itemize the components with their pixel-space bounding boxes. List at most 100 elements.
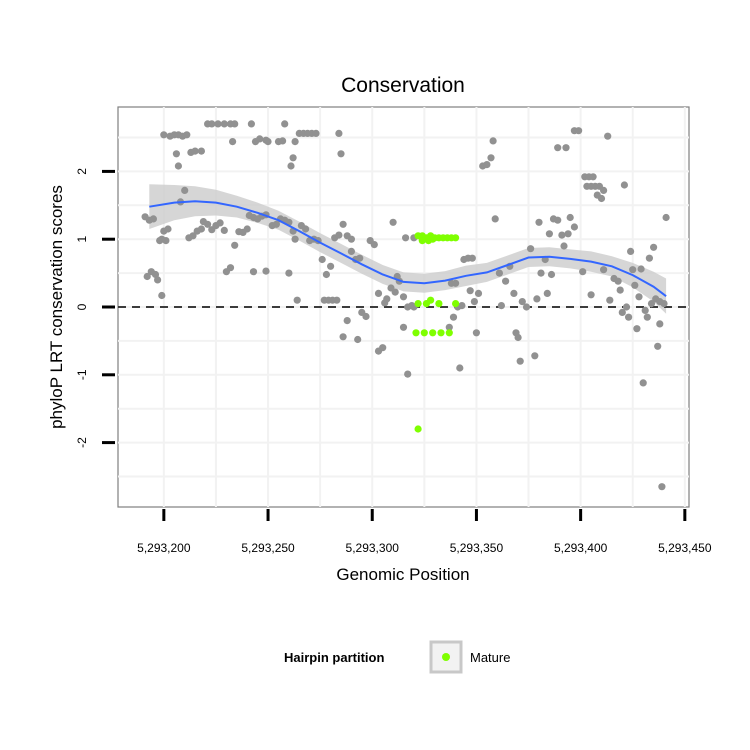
mature-point	[427, 296, 435, 304]
x-tick-label: 5,293,250	[241, 541, 295, 555]
other-point	[527, 245, 535, 253]
other-point	[545, 230, 554, 238]
mature-point	[445, 329, 453, 337]
other-point	[554, 216, 562, 224]
mature-point	[437, 329, 445, 337]
other-point	[154, 276, 162, 284]
other-point	[562, 144, 570, 152]
other-point	[226, 264, 235, 272]
other-point	[160, 131, 168, 139]
other-point	[243, 225, 251, 233]
other-point	[635, 293, 643, 301]
other-point	[650, 243, 658, 251]
other-point	[335, 231, 343, 239]
other-point	[347, 235, 355, 243]
other-point	[656, 320, 664, 328]
other-point	[247, 120, 255, 128]
other-point	[570, 223, 579, 231]
other-point	[543, 289, 551, 297]
other-point	[149, 215, 157, 223]
other-point	[489, 137, 497, 145]
other-point	[262, 267, 270, 275]
other-point	[172, 150, 180, 158]
other-point	[641, 306, 649, 314]
other-point	[606, 296, 614, 304]
other-point	[162, 237, 170, 245]
other-point	[402, 234, 410, 242]
other-point	[216, 219, 224, 227]
other-point	[452, 279, 460, 287]
other-point	[249, 268, 258, 276]
other-point	[449, 313, 458, 321]
other-point	[327, 262, 335, 270]
other-point	[208, 120, 216, 128]
other-point	[474, 289, 483, 297]
other-point	[495, 269, 503, 277]
other-point	[220, 226, 228, 234]
other-point	[291, 235, 299, 243]
other-point	[558, 231, 566, 239]
other-point	[370, 241, 378, 249]
other-point	[537, 269, 545, 277]
y-tick-label: 1	[75, 236, 89, 243]
other-point	[522, 303, 531, 311]
other-point	[510, 289, 518, 297]
other-point	[616, 286, 624, 294]
other-point	[597, 194, 606, 203]
other-point	[404, 370, 412, 378]
other-point	[339, 220, 347, 228]
other-point	[564, 230, 572, 238]
other-point	[620, 181, 629, 189]
other-point	[566, 213, 574, 222]
other-point	[516, 357, 524, 365]
other-point	[627, 247, 635, 255]
other-point	[143, 272, 151, 281]
other-point	[647, 300, 656, 308]
legend-key-dot	[442, 653, 450, 661]
other-point	[197, 147, 205, 155]
other-point	[264, 138, 272, 146]
other-point	[391, 288, 399, 296]
x-axis: 5,293,200 5,293,250 5,293,300 5,293,350 5,29…	[137, 509, 712, 555]
other-point	[466, 287, 474, 295]
other-point	[374, 347, 383, 355]
other-point	[204, 220, 212, 228]
other-point	[514, 333, 522, 342]
other-point	[456, 364, 464, 372]
other-point	[389, 218, 397, 226]
other-point	[337, 150, 345, 158]
mature-point	[452, 300, 460, 308]
other-point	[362, 312, 370, 321]
other-point	[399, 323, 408, 331]
other-point	[579, 268, 587, 276]
mature-point	[435, 300, 443, 308]
mature-point	[412, 329, 420, 337]
x-tick-label: 5,293,350	[450, 541, 504, 555]
other-point	[312, 129, 320, 137]
chart-title: Conservation	[341, 74, 465, 97]
x-tick-label: 5,293,300	[346, 541, 400, 555]
other-point	[629, 266, 637, 274]
other-point	[518, 298, 526, 306]
x-tick-label: 5,293,400	[554, 541, 608, 555]
y-axis-title: phyloP LRT conservation scores	[47, 185, 66, 429]
other-point	[618, 308, 626, 316]
other-point	[575, 127, 583, 135]
other-point	[625, 313, 633, 321]
other-point	[285, 269, 293, 277]
other-point	[197, 225, 205, 233]
other-point	[356, 254, 364, 262]
other-point	[614, 277, 622, 285]
other-point	[587, 291, 595, 299]
other-point	[383, 295, 391, 303]
other-point	[291, 138, 299, 146]
other-point	[639, 379, 647, 387]
other-point	[483, 161, 491, 169]
y-tick-label: 0	[75, 303, 89, 310]
other-point	[631, 281, 639, 289]
other-point	[502, 277, 510, 285]
y-tick-label: -2	[75, 437, 89, 448]
other-point	[164, 225, 172, 233]
other-point	[600, 186, 608, 194]
